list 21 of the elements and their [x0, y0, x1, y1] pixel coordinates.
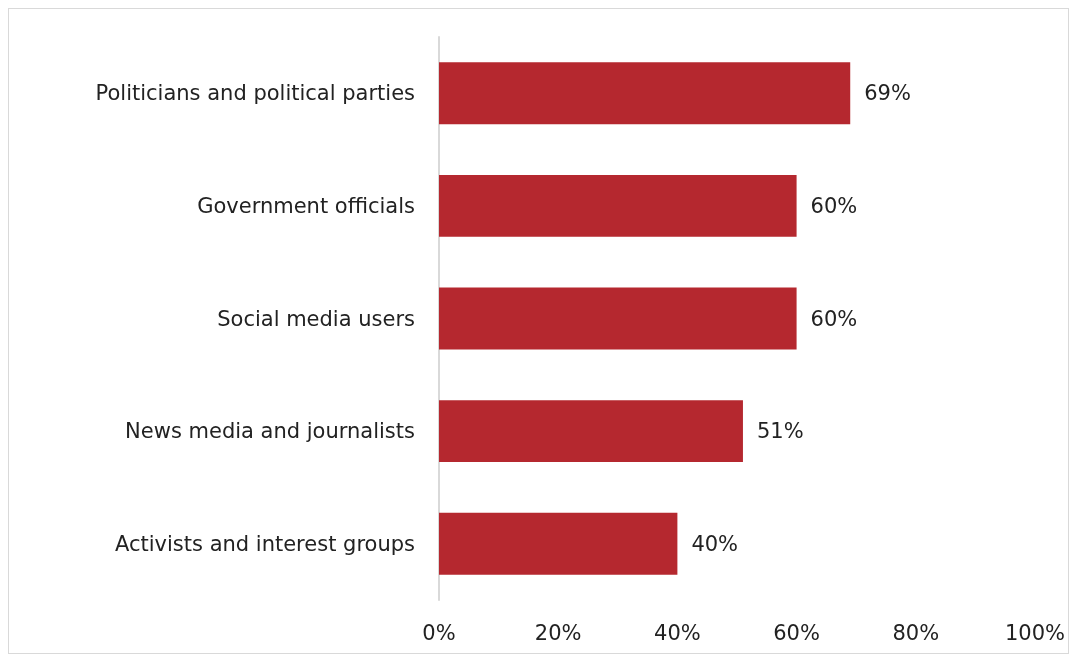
- y-tick-label: Politicians and political parties: [95, 81, 415, 106]
- bar: [439, 174, 797, 237]
- y-tick-label: Social media users: [217, 306, 415, 331]
- x-tick-label: 60%: [773, 620, 820, 645]
- data-label: 69%: [864, 81, 911, 106]
- bar: [439, 400, 743, 463]
- data-label: 60%: [810, 306, 858, 331]
- x-tick-label: 100%: [1004, 620, 1066, 645]
- bar: [439, 62, 851, 125]
- y-tick-label: Activists and interest groups: [114, 531, 415, 556]
- x-tick-label: 80%: [892, 620, 940, 645]
- x-tick-label: 40%: [654, 620, 701, 645]
- y-tick-label: News media and journalists: [125, 419, 415, 444]
- data-label: 51%: [756, 419, 804, 444]
- data-label: 60%: [810, 193, 858, 218]
- y-tick-label: Government officials: [197, 193, 415, 218]
- bar: [439, 512, 678, 575]
- x-tick-label: 20%: [534, 620, 582, 645]
- bar: [439, 287, 797, 350]
- data-label: 40%: [691, 531, 739, 556]
- x-tick-label: 0%: [422, 620, 456, 645]
